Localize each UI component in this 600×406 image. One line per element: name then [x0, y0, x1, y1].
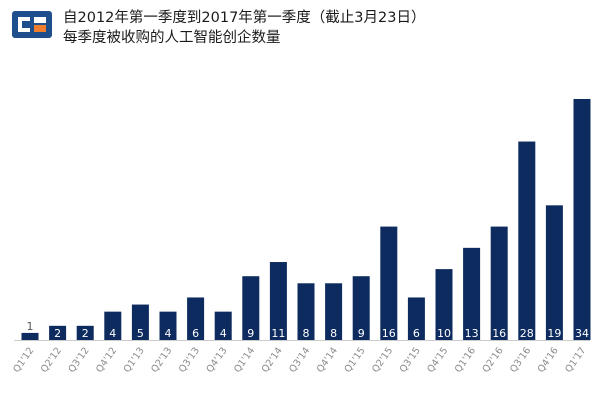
x-tick-label-Q2'13: Q2'13 [149, 345, 174, 374]
x-tick-label-Q2'12: Q2'12 [39, 345, 64, 374]
data-label-Q4'12: 4 [109, 327, 116, 340]
data-label-Q3'16: 28 [520, 327, 534, 340]
bar-Q1'14 [242, 276, 260, 340]
data-label-Q4'13: 4 [220, 327, 227, 340]
bar-Q2'13 [159, 311, 177, 340]
x-tick-label-Q3'13: Q3'13 [177, 345, 202, 374]
bar-Q4'14 [325, 283, 343, 340]
data-label-Q1'12: 1 [27, 320, 34, 333]
x-tick-label-Q1'13: Q1'13 [122, 345, 147, 374]
data-label-Q3'13: 6 [192, 327, 199, 340]
x-tick-label-Q3'12: Q3'12 [66, 345, 91, 374]
chart-title-line1: 自2012年第一季度到2017年第一季度（截止3月23日） [63, 10, 426, 26]
x-tick-label-Q2'15: Q2'15 [370, 345, 395, 374]
bar-Q3'12 [76, 325, 94, 340]
bar-Q3'15 [407, 297, 425, 340]
x-tick-label-Q1'12: Q1'12 [11, 345, 36, 374]
bar-Q2'16 [490, 226, 508, 340]
bar-Q2'12 [49, 325, 67, 340]
data-label-Q2'13: 4 [165, 327, 172, 340]
bar-Q2'15 [380, 226, 398, 340]
data-label-Q4'14: 8 [330, 327, 337, 340]
data-label-Q4'16: 19 [547, 327, 561, 340]
bar-Q1'13 [131, 304, 149, 340]
bar-Q4'15 [435, 269, 453, 340]
data-label-Q1'15: 9 [358, 327, 365, 340]
x-tick-label-Q4'13: Q4'13 [204, 345, 229, 374]
x-tick-label-Q1'15: Q1'15 [342, 345, 367, 374]
data-label-Q3'14: 8 [303, 327, 310, 340]
x-tick-label-Q3'14: Q3'14 [287, 345, 312, 374]
x-tick-label-Q1'16: Q1'16 [453, 345, 478, 374]
data-label-Q3'12: 2 [82, 327, 89, 340]
bar-Q4'12 [104, 311, 122, 340]
bar-Q1'15 [352, 276, 370, 340]
x-tick-label-Q1'17: Q1'17 [563, 345, 588, 374]
bar-Q1'16 [463, 247, 481, 340]
company-logo-icon [12, 11, 52, 38]
bar-Q2'14 [269, 262, 287, 340]
data-label-Q2'16: 16 [492, 327, 506, 340]
x-tick-label-Q3'15: Q3'15 [398, 345, 423, 374]
x-tick-label-Q4'14: Q4'14 [315, 345, 340, 374]
bar-Q4'13 [214, 311, 232, 340]
x-tick-label-Q4'12: Q4'12 [94, 345, 119, 374]
data-label-Q2'15: 16 [382, 327, 396, 340]
x-tick-label-Q4'16: Q4'16 [536, 345, 561, 374]
x-tick-label-Q3'16: Q3'16 [508, 345, 533, 374]
bar-Q1'17 [573, 99, 591, 340]
bar-Q3'13 [187, 297, 205, 340]
data-label-Q3'15: 6 [413, 327, 420, 340]
x-tick-label-Q4'15: Q4'15 [425, 345, 450, 374]
x-tick-label-Q1'14: Q1'14 [232, 345, 257, 374]
data-label-Q1'13: 5 [137, 327, 144, 340]
data-label-Q1'16: 13 [465, 327, 479, 340]
data-label-Q2'14: 11 [271, 327, 285, 340]
bar-Q1'12 [21, 332, 39, 340]
data-label-Q2'12: 2 [54, 327, 61, 340]
x-tick-label-Q2'14: Q2'14 [260, 345, 285, 374]
data-label-Q1'17: 34 [575, 327, 589, 340]
bar-Q3'14 [297, 283, 315, 340]
data-label-Q1'14: 9 [247, 327, 254, 340]
bar-Q4'16 [545, 205, 563, 340]
bar-Q3'16 [518, 141, 536, 340]
x-tick-label-Q2'16: Q2'16 [480, 345, 505, 374]
chart-title-block: 自2012年第一季度到2017年第一季度（截止3月23日） 每季度被收购的人工智… [63, 8, 425, 48]
data-label-Q4'15: 10 [437, 327, 451, 340]
chart-title-line2: 每季度被收购的人工智能创企数量 [63, 30, 281, 46]
